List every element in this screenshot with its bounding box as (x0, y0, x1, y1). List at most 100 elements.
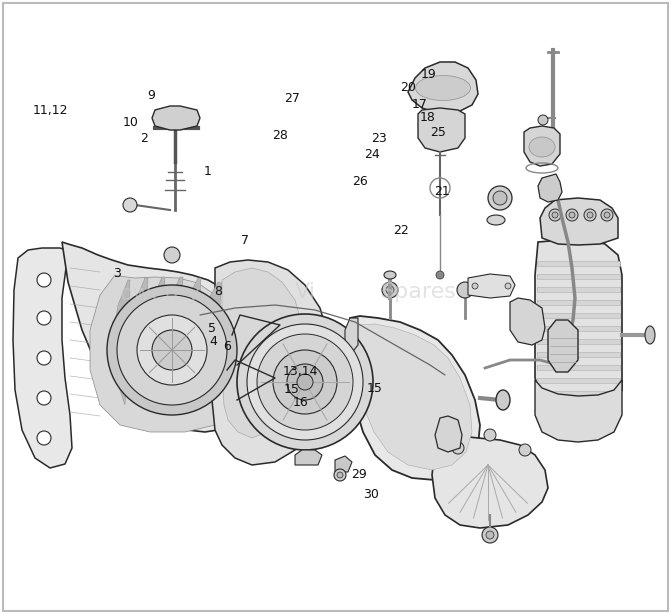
Polygon shape (524, 126, 560, 166)
Ellipse shape (415, 76, 470, 101)
Polygon shape (435, 416, 462, 452)
Text: 28: 28 (272, 128, 289, 142)
Circle shape (337, 472, 343, 478)
Text: 17: 17 (411, 98, 427, 111)
Ellipse shape (487, 215, 505, 225)
Circle shape (117, 295, 227, 405)
Circle shape (587, 212, 593, 218)
Text: 25: 25 (430, 125, 446, 139)
Circle shape (297, 374, 313, 390)
Polygon shape (128, 278, 148, 408)
Circle shape (152, 330, 192, 370)
Polygon shape (295, 450, 322, 465)
Polygon shape (537, 300, 620, 305)
Circle shape (37, 273, 51, 287)
Polygon shape (112, 280, 130, 405)
Text: 26: 26 (352, 174, 368, 188)
Circle shape (549, 209, 561, 221)
Circle shape (484, 429, 496, 441)
Text: 16: 16 (293, 395, 309, 409)
Text: 10: 10 (123, 116, 139, 130)
Polygon shape (548, 320, 578, 372)
Polygon shape (418, 108, 465, 152)
Circle shape (486, 531, 494, 539)
Polygon shape (408, 62, 478, 114)
Circle shape (37, 311, 51, 325)
Text: 15: 15 (284, 383, 300, 397)
Polygon shape (200, 282, 222, 398)
Polygon shape (537, 339, 620, 344)
Polygon shape (535, 380, 622, 442)
Text: 13,14: 13,14 (283, 365, 318, 378)
Circle shape (257, 334, 353, 430)
Circle shape (334, 469, 346, 481)
Polygon shape (145, 277, 165, 408)
Polygon shape (345, 318, 358, 355)
Circle shape (107, 285, 237, 415)
Circle shape (287, 364, 323, 400)
Circle shape (488, 186, 512, 210)
Text: 6: 6 (223, 340, 231, 354)
Text: 8: 8 (214, 285, 222, 298)
Circle shape (519, 444, 531, 456)
Circle shape (436, 271, 444, 279)
Text: 30: 30 (363, 488, 379, 501)
Circle shape (493, 191, 507, 205)
Polygon shape (335, 456, 352, 472)
Circle shape (164, 247, 180, 263)
Text: 24: 24 (364, 148, 380, 161)
Polygon shape (222, 268, 305, 438)
Polygon shape (537, 326, 620, 331)
Polygon shape (432, 432, 548, 528)
Circle shape (37, 431, 51, 445)
Circle shape (566, 209, 578, 221)
Polygon shape (535, 240, 622, 420)
Text: 29: 29 (351, 467, 367, 481)
Circle shape (505, 283, 511, 289)
Text: 19: 19 (420, 68, 436, 82)
Polygon shape (537, 261, 620, 266)
Polygon shape (537, 313, 620, 318)
Circle shape (123, 198, 137, 212)
Ellipse shape (496, 390, 510, 410)
Polygon shape (212, 260, 330, 465)
Circle shape (584, 209, 596, 221)
Circle shape (382, 282, 398, 298)
Text: 11,12: 11,12 (33, 104, 68, 117)
Polygon shape (163, 277, 183, 408)
Text: 23: 23 (371, 131, 387, 145)
Polygon shape (537, 365, 620, 370)
Polygon shape (62, 242, 268, 432)
Text: 21: 21 (433, 185, 450, 198)
Polygon shape (537, 287, 620, 292)
Text: 27: 27 (284, 91, 300, 105)
Text: 4: 4 (209, 335, 217, 349)
Text: 20: 20 (400, 80, 416, 94)
Ellipse shape (529, 137, 555, 157)
Text: 1: 1 (204, 165, 212, 179)
Circle shape (604, 212, 610, 218)
Circle shape (569, 212, 575, 218)
Text: 7: 7 (241, 234, 249, 247)
Polygon shape (537, 352, 620, 357)
Polygon shape (13, 248, 72, 468)
Ellipse shape (384, 271, 396, 279)
Circle shape (601, 209, 613, 221)
Circle shape (457, 282, 473, 298)
Text: 15: 15 (366, 381, 382, 395)
Circle shape (472, 283, 478, 289)
Text: Spares: Spares (380, 282, 456, 302)
Circle shape (37, 391, 51, 405)
Circle shape (273, 350, 337, 414)
Circle shape (386, 286, 394, 294)
Polygon shape (510, 298, 545, 345)
Polygon shape (348, 316, 480, 480)
Text: 18: 18 (420, 111, 436, 125)
Polygon shape (538, 174, 562, 202)
Text: 3: 3 (113, 266, 121, 280)
Ellipse shape (645, 326, 655, 344)
Polygon shape (537, 378, 620, 383)
Polygon shape (468, 274, 515, 298)
Circle shape (137, 315, 207, 385)
Text: 9: 9 (147, 88, 155, 102)
